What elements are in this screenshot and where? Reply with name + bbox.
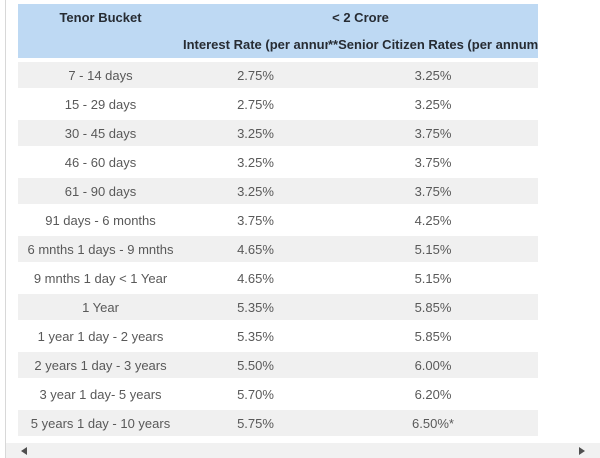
senior-rate-cell: 6.00%	[328, 352, 539, 381]
table-row: 7 - 14 days 2.75% 3.25%	[18, 62, 539, 91]
horizontal-scrollbar[interactable]	[6, 443, 600, 458]
tenor-cell: 61 - 90 days	[18, 178, 183, 207]
tenor-cell: 6 mnths 1 days - 9 mnths	[18, 236, 183, 265]
table-row: 9 mnths 1 day < 1 Year 4.65% 5.15%	[18, 265, 539, 294]
header-row-group: Tenor Bucket < 2 Crore	[18, 4, 539, 31]
interest-rate-cell: 5.50%	[183, 352, 328, 381]
interest-rate-cell: 3.75%	[183, 207, 328, 236]
header-empty-cell	[18, 31, 183, 62]
interest-rate-cell: 3.25%	[183, 149, 328, 178]
scroll-left-arrow-icon[interactable]	[21, 446, 27, 455]
table-row: 91 days - 6 months 3.75% 4.25%	[18, 207, 539, 236]
table-header: Tenor Bucket < 2 Crore Interest Rate (pe…	[18, 4, 539, 62]
interest-rate-cell: 2.75%	[183, 62, 328, 91]
senior-rate-cell: 6.20%	[328, 381, 539, 410]
table-row: 30 - 45 days 3.25% 3.75%	[18, 120, 539, 149]
interest-rate-cell: 4.65%	[183, 265, 328, 294]
tenor-cell: 15 - 29 days	[18, 91, 183, 120]
header-amount-group: < 2 Crore	[183, 4, 539, 31]
tenor-cell: 91 days - 6 months	[18, 207, 183, 236]
deposit-rates-table: Tenor Bucket < 2 Crore Interest Rate (pe…	[18, 4, 539, 439]
senior-rate-cell: 3.75%	[328, 178, 539, 207]
tenor-cell: 7 - 14 days	[18, 62, 183, 91]
table-body: 7 - 14 days 2.75% 3.25% 15 - 29 days 2.7…	[18, 62, 539, 439]
interest-rate-cell: 5.35%	[183, 294, 328, 323]
tenor-cell: 3 year 1 day- 5 years	[18, 381, 183, 410]
interest-rate-cell: 5.70%	[183, 381, 328, 410]
table-row: 2 years 1 day - 3 years 5.50% 6.00%	[18, 352, 539, 381]
header-senior-citizen-rate: **Senior Citizen Rates (per annum)	[328, 31, 539, 62]
senior-rate-cell: 5.15%	[328, 236, 539, 265]
tenor-cell: 5 years 1 day - 10 years	[18, 410, 183, 439]
table-row: 61 - 90 days 3.25% 3.75%	[18, 178, 539, 207]
table-row: 6 mnths 1 days - 9 mnths 4.65% 5.15%	[18, 236, 539, 265]
senior-rate-cell: 4.25%	[328, 207, 539, 236]
table-row: 5 years 1 day - 10 years 5.75% 6.50%*	[18, 410, 539, 439]
senior-rate-cell: 3.25%	[328, 62, 539, 91]
tenor-cell: 30 - 45 days	[18, 120, 183, 149]
senior-rate-cell: 5.85%	[328, 323, 539, 352]
table-row: 3 year 1 day- 5 years 5.70% 6.20%	[18, 381, 539, 410]
senior-rate-cell: 3.25%	[328, 91, 539, 120]
senior-rate-cell: 3.75%	[328, 120, 539, 149]
interest-rate-cell: 3.25%	[183, 120, 328, 149]
table-row: 1 year 1 day - 2 years 5.35% 5.85%	[18, 323, 539, 352]
table-row: 15 - 29 days 2.75% 3.25%	[18, 91, 539, 120]
interest-rate-cell: 5.35%	[183, 323, 328, 352]
scroll-right-arrow-icon[interactable]	[579, 446, 585, 455]
senior-rate-cell: 5.15%	[328, 265, 539, 294]
interest-rate-cell: 5.75%	[183, 410, 328, 439]
tenor-cell: 46 - 60 days	[18, 149, 183, 178]
senior-rate-cell: 3.75%	[328, 149, 539, 178]
senior-rate-cell: 6.50%*	[328, 410, 539, 439]
header-tenor-bucket: Tenor Bucket	[18, 4, 183, 31]
tenor-cell: 1 year 1 day - 2 years	[18, 323, 183, 352]
interest-rate-cell: 3.25%	[183, 178, 328, 207]
interest-rate-cell: 2.75%	[183, 91, 328, 120]
table-row: 46 - 60 days 3.25% 3.75%	[18, 149, 539, 178]
tenor-cell: 2 years 1 day - 3 years	[18, 352, 183, 381]
left-border-divider	[5, 0, 6, 458]
header-interest-rate: Interest Rate (per annum)	[183, 31, 328, 62]
header-row-sub: Interest Rate (per annum) **Senior Citiz…	[18, 31, 539, 62]
interest-rate-cell: 4.65%	[183, 236, 328, 265]
tenor-cell: 1 Year	[18, 294, 183, 323]
table-row: 1 Year 5.35% 5.85%	[18, 294, 539, 323]
senior-rate-cell: 5.85%	[328, 294, 539, 323]
tenor-cell: 9 mnths 1 day < 1 Year	[18, 265, 183, 294]
